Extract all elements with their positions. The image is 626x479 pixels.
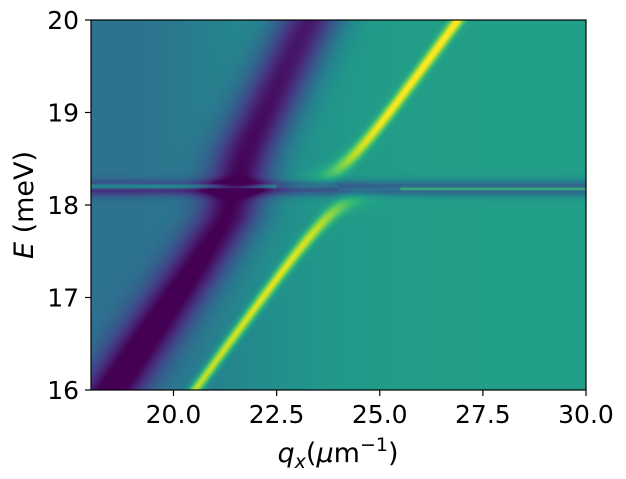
plot-area (90, 19, 587, 391)
y-tick-label: 18 (47, 191, 79, 220)
x-tick-label: 30.0 (558, 400, 614, 429)
x-tick-label: 25.0 (352, 400, 408, 429)
y-axis-ticks: 16 17 18 19 20 (47, 6, 91, 405)
x-tick-label: 27.5 (455, 400, 511, 429)
y-tick-label: 17 (47, 284, 79, 313)
y-tick-label: 20 (47, 6, 79, 35)
y-tick-label: 19 (47, 99, 79, 128)
x-tick-label: 20.0 (146, 400, 202, 429)
heatmap-image (91, 20, 586, 390)
x-axis-label: qx(μm−1) (278, 434, 399, 473)
y-tick-label: 16 (47, 376, 79, 405)
x-axis-ticks: 20.0 22.5 25.0 27.5 30.0 (146, 390, 614, 429)
x-tick-label: 22.5 (249, 400, 305, 429)
y-axis-label: E (meV) (9, 151, 40, 259)
